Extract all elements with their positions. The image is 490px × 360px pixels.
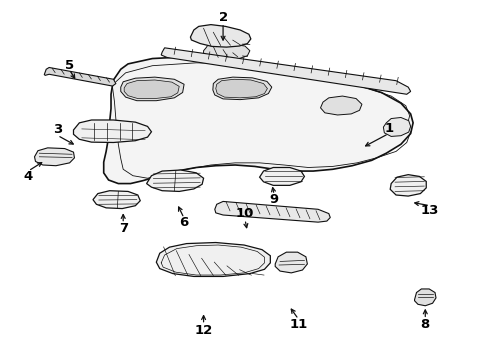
Text: 1: 1 xyxy=(384,122,393,135)
Polygon shape xyxy=(44,67,116,86)
Text: 6: 6 xyxy=(179,216,189,229)
Polygon shape xyxy=(156,243,270,276)
Polygon shape xyxy=(124,80,179,99)
Text: 12: 12 xyxy=(195,324,213,337)
Polygon shape xyxy=(34,148,74,166)
Polygon shape xyxy=(74,120,151,143)
Polygon shape xyxy=(93,191,140,208)
Text: 7: 7 xyxy=(119,222,128,235)
Polygon shape xyxy=(260,167,304,185)
Polygon shape xyxy=(203,44,250,59)
Polygon shape xyxy=(191,24,251,47)
Text: 9: 9 xyxy=(270,193,279,206)
Text: 10: 10 xyxy=(236,207,254,220)
Polygon shape xyxy=(147,170,203,192)
Polygon shape xyxy=(161,48,411,94)
Polygon shape xyxy=(121,77,184,101)
Polygon shape xyxy=(415,289,436,306)
Polygon shape xyxy=(215,202,330,222)
Polygon shape xyxy=(383,117,411,136)
Text: 11: 11 xyxy=(290,318,308,331)
Text: 4: 4 xyxy=(24,170,33,183)
Polygon shape xyxy=(275,252,307,273)
Text: 2: 2 xyxy=(219,11,228,24)
Polygon shape xyxy=(213,77,272,100)
Text: 5: 5 xyxy=(65,59,74,72)
Text: 8: 8 xyxy=(420,318,430,331)
Text: 3: 3 xyxy=(53,123,62,136)
Polygon shape xyxy=(104,57,413,184)
Text: 13: 13 xyxy=(421,204,440,217)
Polygon shape xyxy=(390,175,426,196)
Polygon shape xyxy=(320,96,362,115)
Polygon shape xyxy=(216,79,268,98)
